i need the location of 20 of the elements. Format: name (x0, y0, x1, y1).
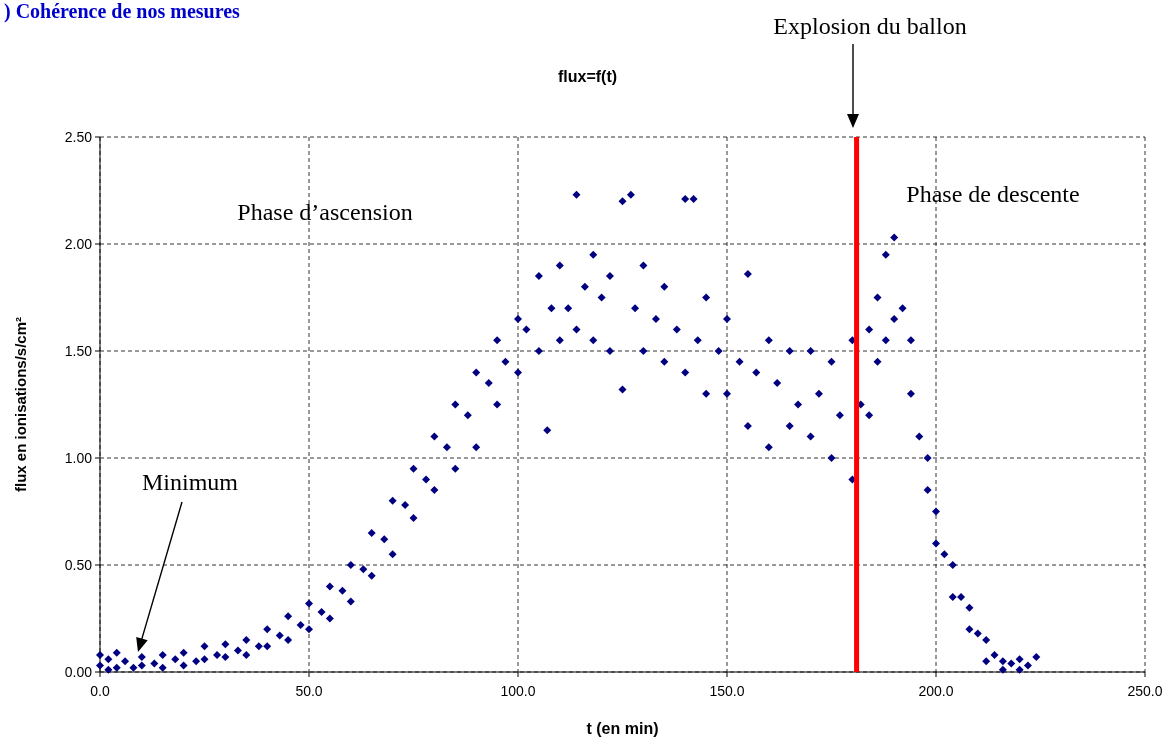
y-axis-title: flux en ionisations/s/cm² (12, 316, 29, 493)
annotation: Phase d’ascension (237, 199, 413, 225)
x-tick-label: 50.0 (295, 683, 323, 699)
annotation: Phase de descente (906, 181, 1080, 207)
x-tick-label: 250.0 (1127, 683, 1163, 699)
text: Explosion du ballon (773, 13, 967, 39)
y-tick-label: 2.00 (64, 235, 93, 252)
text: ) Cohérence de nos mesures (4, 0, 241, 23)
x-tick-label: 100.0 (500, 683, 536, 699)
y-tick-label: 1.00 (64, 449, 93, 466)
x-tick-label: 200.0 (918, 683, 954, 699)
annotation: Minimum (141, 469, 239, 495)
x-tick-label: 0.0 (90, 683, 110, 699)
x-axis-title: t (en min) (586, 720, 659, 737)
y-tick-label: 0.00 (64, 663, 93, 680)
chart-title: flux=f(t) (557, 68, 618, 85)
y-tick-label: 0.50 (64, 556, 93, 573)
y-tick-label: 2.50 (64, 128, 93, 145)
y-tick-label: 1.50 (64, 342, 93, 359)
x-tick-label: 150.0 (709, 683, 745, 699)
